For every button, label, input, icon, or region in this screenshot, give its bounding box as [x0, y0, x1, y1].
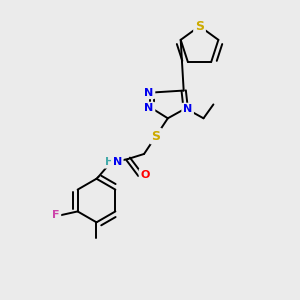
Text: N: N [144, 103, 154, 113]
Text: N: N [183, 104, 192, 114]
Text: H: H [105, 157, 114, 167]
Text: F: F [52, 210, 60, 220]
Text: N: N [144, 88, 154, 98]
Text: O: O [140, 170, 150, 180]
Text: N: N [113, 157, 122, 167]
Text: S: S [195, 20, 204, 33]
Text: S: S [152, 130, 160, 142]
